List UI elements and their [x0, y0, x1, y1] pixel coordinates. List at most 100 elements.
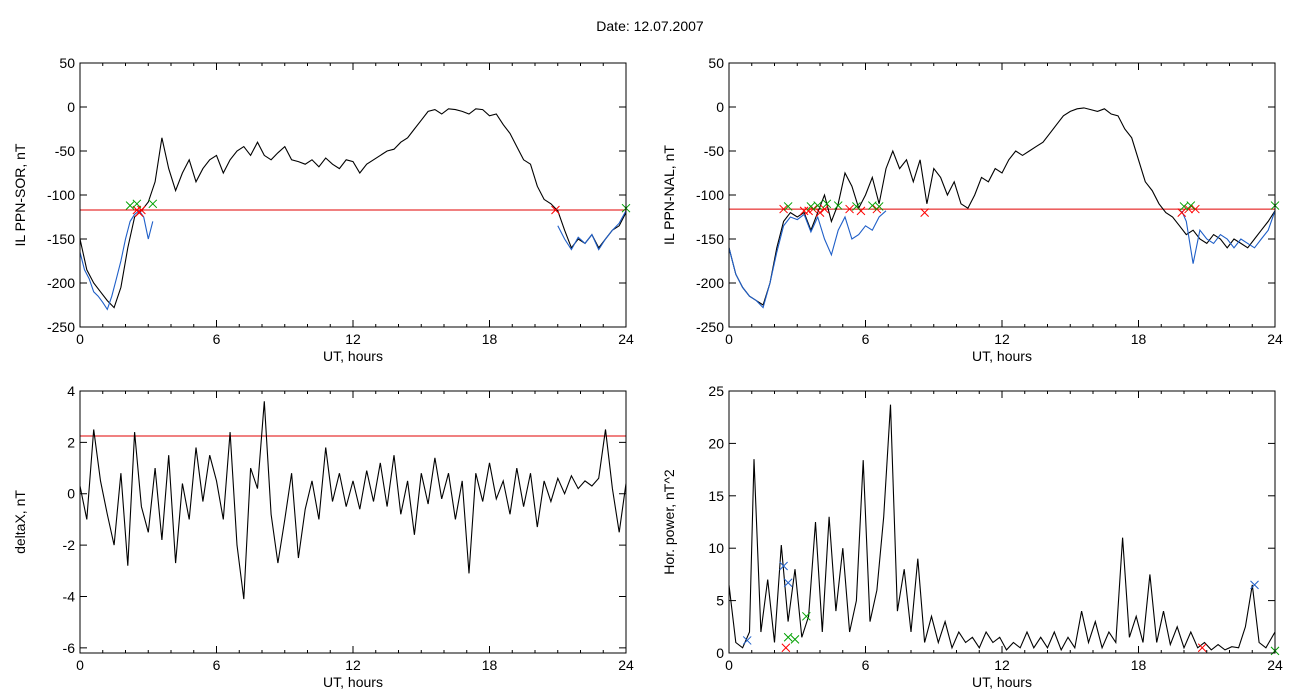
series-line-2 [557, 210, 626, 251]
plot-frame [728, 390, 1276, 654]
x-tick-label: 0 [725, 331, 733, 347]
plot-frame [79, 390, 627, 654]
marker-point [813, 201, 823, 210]
marker-point [125, 201, 135, 210]
series-line-0 [729, 107, 1275, 306]
marker-point [137, 205, 146, 215]
y-tick-label: -50 [55, 143, 75, 159]
marker-point [1186, 201, 1196, 210]
y-tick-label: 0 [716, 645, 724, 661]
x-tick-label: 18 [482, 657, 498, 673]
page-title: Date: 12.07.2007 [596, 18, 704, 34]
y-tick-label: 25 [708, 383, 724, 399]
x-tick-label: 6 [862, 657, 870, 673]
y-tick-label: 50 [708, 55, 724, 71]
x-tick-label: 12 [994, 331, 1010, 347]
marker-point [1250, 580, 1259, 590]
x-tick-label: 24 [1267, 657, 1283, 673]
y-tick-label: -200 [47, 275, 75, 291]
marker-point [148, 199, 158, 209]
marker-point [874, 202, 884, 211]
marker-point [551, 205, 560, 215]
x-tick-label: 24 [618, 331, 634, 347]
y-axis-label: deltaX, nT [12, 490, 28, 554]
series-line-0 [80, 108, 626, 309]
marker-point [845, 204, 854, 214]
panel-p1: 0 6 12 18 24 -250 -200 -150 -100 -50 0 50 UT, hours I… [12, 55, 634, 364]
x-tick-label: 18 [1131, 331, 1147, 347]
x-axis-label: UT, hours [972, 674, 1032, 690]
y-tick-label: -4 [63, 588, 76, 604]
y-tick-label: 50 [59, 55, 75, 71]
x-tick-label: 12 [994, 657, 1010, 673]
y-tick-label: -250 [47, 319, 75, 335]
marker-point [820, 204, 829, 214]
y-tick-label: 0 [716, 99, 724, 115]
marker-point [779, 204, 788, 214]
y-tick-label: -2 [63, 537, 76, 553]
series-line-1 [80, 210, 154, 311]
y-axis-label: Hor. power, nT^2 [661, 469, 677, 575]
y-tick-label: 4 [67, 383, 75, 399]
marker-point [852, 202, 861, 211]
x-tick-label: 0 [76, 657, 84, 673]
series-line-2 [1181, 210, 1275, 264]
y-tick-label: 5 [716, 593, 724, 609]
y-axis-label: IL PPN-NAL, nT [661, 145, 677, 245]
panel-p4: 0 6 12 18 24 0 5 10 15 20 25 UT, hours Hor. power, n… [661, 383, 1283, 690]
marker-point [781, 643, 791, 653]
y-tick-label: 15 [708, 488, 724, 504]
y-tick-label: -250 [696, 319, 724, 335]
y-tick-label: -150 [696, 231, 724, 247]
marker-point [132, 199, 142, 209]
y-tick-label: 10 [708, 540, 724, 556]
y-tick-label: -6 [63, 640, 76, 656]
marker-point [742, 636, 752, 645]
x-tick-label: 18 [1131, 657, 1147, 673]
marker-point [1177, 208, 1187, 217]
x-axis-label: UT, hours [972, 348, 1032, 364]
x-tick-label: 0 [76, 331, 84, 347]
y-tick-label: 20 [708, 435, 724, 451]
x-tick-label: 18 [482, 331, 498, 347]
y-tick-label: 0 [67, 486, 75, 502]
marker-point [815, 208, 825, 217]
x-axis-label: UT, hours [323, 348, 383, 364]
x-tick-label: 6 [213, 331, 221, 347]
x-tick-label: 24 [618, 657, 634, 673]
x-tick-label: 6 [862, 331, 870, 347]
marker-point [920, 208, 930, 217]
y-axis-label: IL PPN-SOR, nT [12, 143, 28, 246]
marker-point [1197, 643, 1207, 653]
panel-p2: 0 6 12 18 24 -250 -200 -150 -100 -50 0 50 UT, hours I… [661, 55, 1283, 364]
marker-point [779, 561, 788, 571]
y-tick-label: 2 [67, 434, 75, 450]
marker-point [783, 632, 793, 642]
marker-point [804, 206, 813, 216]
y-tick-label: -100 [47, 187, 75, 203]
marker-point [822, 199, 832, 209]
series-line-1 [729, 210, 887, 309]
x-tick-label: 0 [725, 657, 733, 673]
marker-point [833, 201, 843, 210]
x-tick-label: 12 [345, 657, 361, 673]
marker-point [790, 635, 800, 644]
x-tick-label: 12 [345, 331, 361, 347]
marker-point [783, 202, 793, 211]
y-tick-label: -200 [696, 275, 724, 291]
marker-point [1191, 204, 1200, 214]
x-tick-label: 6 [213, 657, 221, 673]
marker-point [801, 611, 811, 621]
y-tick-label: -150 [47, 231, 75, 247]
x-tick-label: 24 [1267, 331, 1283, 347]
marker-point [799, 206, 809, 216]
series-line-0 [80, 401, 626, 600]
y-tick-label: -100 [696, 187, 724, 203]
x-axis-label: UT, hours [323, 674, 383, 690]
marker-point [783, 578, 793, 588]
y-tick-label: 0 [67, 99, 75, 115]
plot-frame [79, 62, 627, 328]
y-tick-label: -50 [704, 143, 724, 159]
